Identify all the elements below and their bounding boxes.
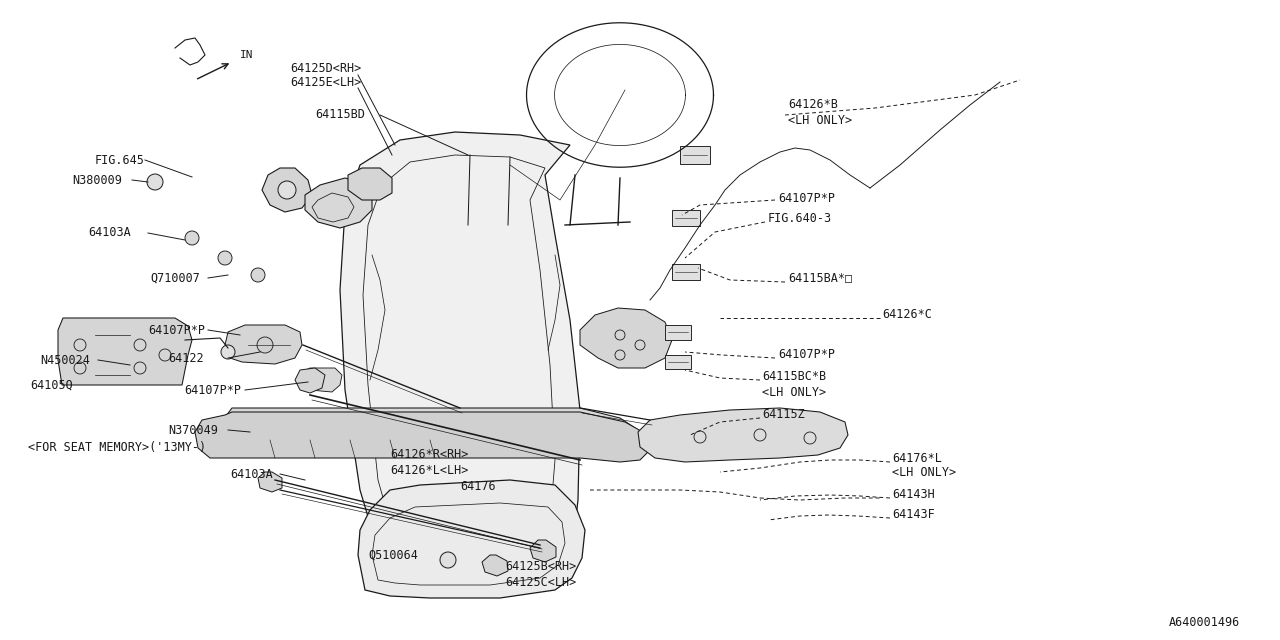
Polygon shape bbox=[530, 540, 556, 562]
Text: 64107P*P: 64107P*P bbox=[184, 383, 241, 397]
Text: 64143H: 64143H bbox=[892, 488, 934, 502]
Text: 64115BA*□: 64115BA*□ bbox=[788, 271, 852, 285]
FancyBboxPatch shape bbox=[672, 210, 700, 226]
Polygon shape bbox=[259, 472, 282, 492]
FancyBboxPatch shape bbox=[666, 325, 691, 340]
Text: 64126*R<RH>: 64126*R<RH> bbox=[390, 449, 468, 461]
Polygon shape bbox=[358, 480, 585, 598]
Polygon shape bbox=[305, 178, 372, 228]
Polygon shape bbox=[348, 168, 392, 200]
Text: 64125C<LH>: 64125C<LH> bbox=[506, 575, 576, 589]
Text: 64125E<LH>: 64125E<LH> bbox=[291, 77, 361, 90]
Text: 64103A: 64103A bbox=[88, 227, 131, 239]
Circle shape bbox=[147, 174, 163, 190]
Text: <LH ONLY>: <LH ONLY> bbox=[762, 385, 826, 399]
Text: 64105Q: 64105Q bbox=[29, 378, 73, 392]
Text: 64115BC*B: 64115BC*B bbox=[762, 371, 826, 383]
Text: 64115BD: 64115BD bbox=[315, 109, 365, 122]
Text: 64126*L<LH>: 64126*L<LH> bbox=[390, 463, 468, 477]
Text: 64176*L: 64176*L bbox=[892, 451, 942, 465]
Polygon shape bbox=[302, 368, 342, 392]
Text: <LH ONLY>: <LH ONLY> bbox=[892, 467, 956, 479]
Polygon shape bbox=[637, 408, 849, 462]
FancyBboxPatch shape bbox=[672, 264, 700, 280]
FancyBboxPatch shape bbox=[680, 146, 710, 164]
Circle shape bbox=[218, 251, 232, 265]
Text: A640001496: A640001496 bbox=[1169, 616, 1240, 628]
Text: 64107P*P: 64107P*P bbox=[148, 323, 205, 337]
Polygon shape bbox=[227, 408, 635, 440]
Text: 64126*C: 64126*C bbox=[882, 308, 932, 321]
Text: 64125B<RH>: 64125B<RH> bbox=[506, 561, 576, 573]
Text: <FOR SEAT MEMORY>('13MY-): <FOR SEAT MEMORY>('13MY-) bbox=[28, 440, 206, 454]
Polygon shape bbox=[580, 308, 672, 368]
Text: FIG.640-3: FIG.640-3 bbox=[768, 211, 832, 225]
Text: 64125D<RH>: 64125D<RH> bbox=[291, 61, 361, 74]
Text: 64122: 64122 bbox=[168, 351, 204, 365]
Text: <LH ONLY>: <LH ONLY> bbox=[788, 113, 852, 127]
Text: N380009: N380009 bbox=[72, 173, 122, 186]
Text: 64103A: 64103A bbox=[230, 467, 273, 481]
Circle shape bbox=[221, 345, 236, 359]
Circle shape bbox=[257, 337, 273, 353]
Circle shape bbox=[440, 552, 456, 568]
Text: IN: IN bbox=[241, 50, 253, 60]
Polygon shape bbox=[340, 132, 580, 595]
Text: N450024: N450024 bbox=[40, 353, 90, 367]
Text: 64176: 64176 bbox=[460, 481, 495, 493]
Text: Q710007: Q710007 bbox=[150, 271, 200, 285]
FancyBboxPatch shape bbox=[666, 355, 691, 369]
Polygon shape bbox=[483, 555, 508, 576]
Polygon shape bbox=[195, 412, 650, 462]
Text: 64126*B: 64126*B bbox=[788, 99, 838, 111]
Text: 64107P*P: 64107P*P bbox=[778, 191, 835, 205]
Polygon shape bbox=[262, 168, 312, 212]
Text: FIG.645: FIG.645 bbox=[95, 154, 145, 166]
Circle shape bbox=[251, 268, 265, 282]
Polygon shape bbox=[225, 325, 302, 364]
Circle shape bbox=[278, 181, 296, 199]
Text: 64115Z: 64115Z bbox=[762, 408, 805, 422]
Text: Q510064: Q510064 bbox=[369, 548, 417, 561]
Polygon shape bbox=[294, 368, 325, 393]
Text: N370049: N370049 bbox=[168, 424, 218, 436]
Polygon shape bbox=[58, 318, 192, 385]
Text: 64107P*P: 64107P*P bbox=[778, 349, 835, 362]
Text: 64143F: 64143F bbox=[892, 509, 934, 522]
Circle shape bbox=[186, 231, 198, 245]
